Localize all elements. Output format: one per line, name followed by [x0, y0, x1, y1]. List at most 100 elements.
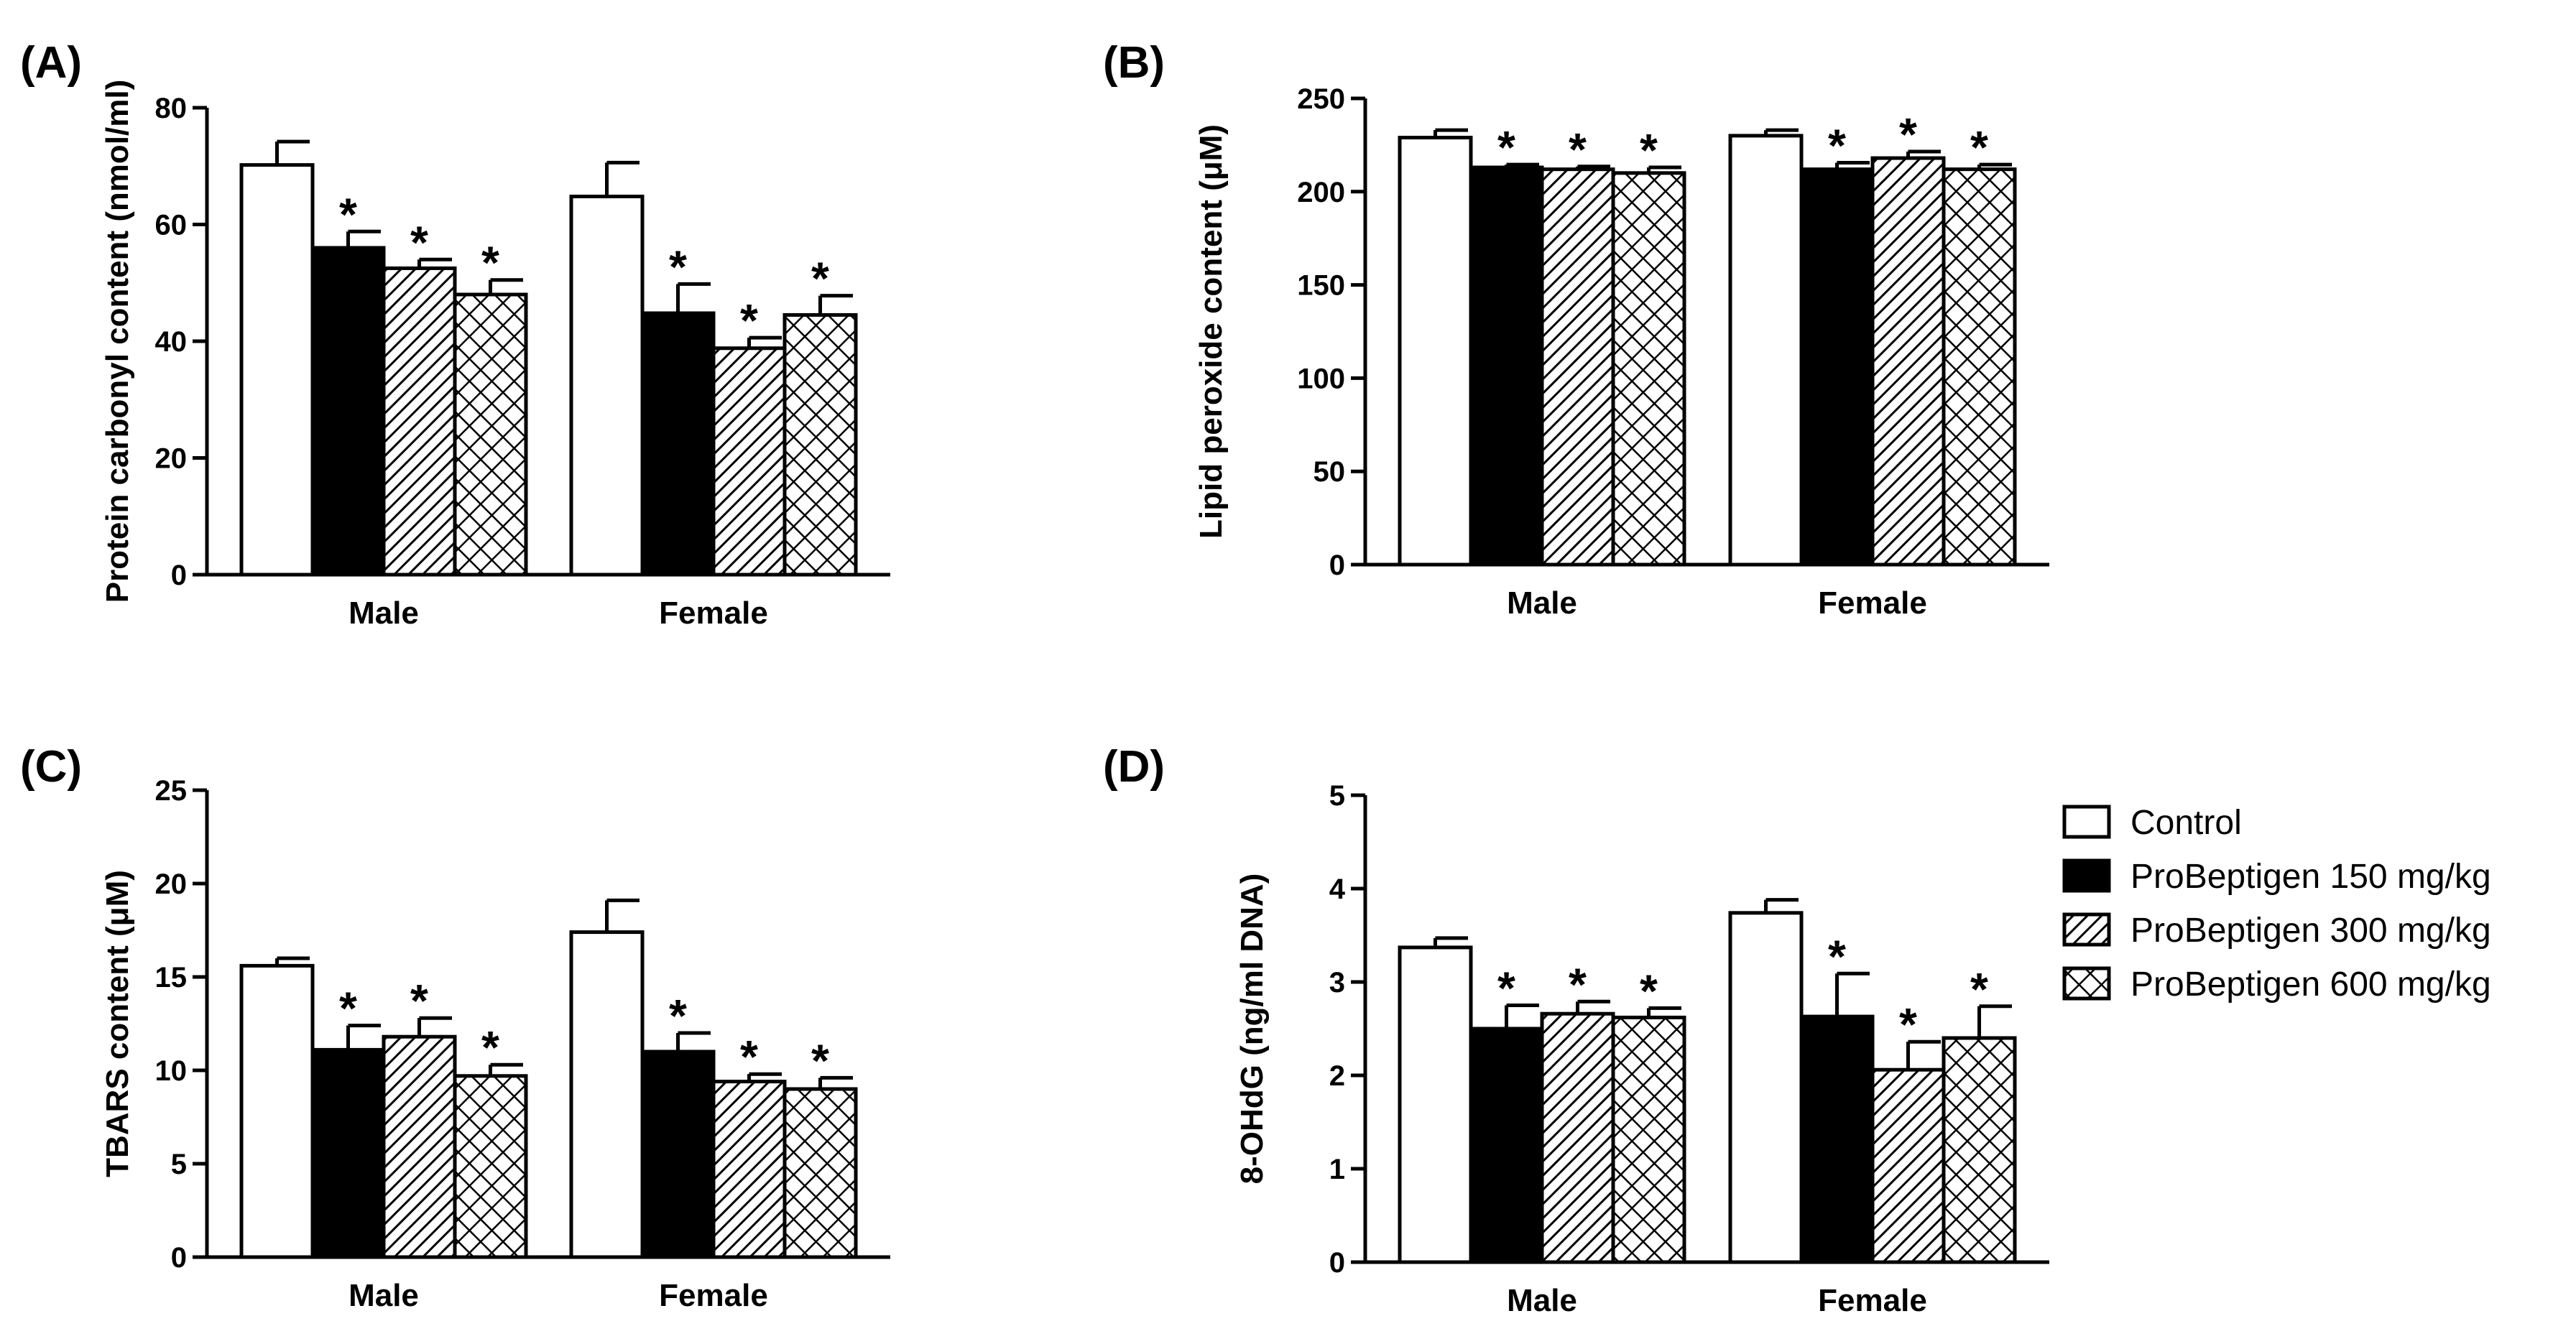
legend-label: ProBeptigen 300 mg/kg	[2130, 912, 2491, 950]
x-category-label: Female	[659, 1278, 768, 1313]
y-tick-label: 100	[1297, 363, 1345, 394]
legend-item: ProBeptigen 300 mg/kg	[2062, 912, 2491, 950]
bar	[382, 1034, 457, 1259]
significance-marker: *	[1970, 121, 1988, 173]
legend-swatch	[2062, 805, 2111, 839]
bar	[1942, 1036, 2017, 1264]
significance-marker: *	[1828, 120, 1846, 172]
significance-marker: *	[669, 241, 687, 292]
legend-swatch	[2062, 966, 2111, 1001]
bar	[1870, 156, 1946, 567]
significance-marker: *	[740, 295, 758, 346]
bar	[711, 346, 787, 577]
bar	[1728, 911, 1804, 1264]
y-tick-label: 25	[155, 775, 188, 807]
legend-item: ProBeptigen 150 mg/kg	[2062, 858, 2491, 896]
y-tick-label: 80	[155, 93, 188, 124]
y-tick-label: 60	[155, 210, 188, 241]
significance-marker: *	[811, 1034, 829, 1086]
y-tick-label: 1	[1329, 1154, 1345, 1185]
significance-marker: *	[1640, 124, 1658, 176]
legend-item: Control	[2062, 804, 2242, 842]
y-axis-label: TBARS content (μM)	[100, 870, 135, 1177]
bar	[1799, 167, 1875, 567]
bar	[1942, 167, 2017, 567]
bar	[1611, 171, 1686, 567]
y-tick-label: 50	[1314, 456, 1346, 488]
bar	[1611, 1015, 1686, 1264]
x-category-label: Female	[1818, 585, 1927, 621]
y-tick-label: 200	[1297, 177, 1345, 208]
significance-marker: *	[410, 216, 428, 268]
bar	[569, 195, 645, 577]
bar	[1469, 1027, 1544, 1264]
chart-panel: (A) Protein carbonyl content (nmol/ml) 0 20…	[20, 38, 890, 631]
y-tick-label: 0	[171, 560, 187, 591]
y-tick-label: 150	[1297, 270, 1345, 302]
significance-marker: *	[1569, 958, 1587, 1010]
y-axis-label: 8-OHdG (ng/ml DNA)	[1234, 874, 1270, 1185]
y-tick-label: 250	[1297, 83, 1345, 115]
significance-marker: *	[1569, 124, 1587, 175]
y-tick-label: 5	[171, 1149, 187, 1180]
significance-marker: *	[1497, 121, 1515, 173]
legend-label: Control	[2130, 804, 2242, 842]
bar	[640, 1050, 716, 1259]
bar	[1540, 1011, 1615, 1264]
x-category-label: Female	[659, 596, 768, 631]
significance-marker: *	[1828, 930, 1846, 982]
bar	[453, 292, 528, 577]
y-tick-label: 5	[1329, 780, 1345, 812]
panel-label: (B)	[1103, 38, 1165, 88]
significance-marker: *	[740, 1031, 758, 1083]
significance-marker: *	[1899, 999, 1917, 1050]
bar	[239, 163, 315, 577]
legend-swatch	[2062, 858, 2111, 893]
bar	[1799, 1014, 1875, 1264]
bar	[1469, 165, 1544, 567]
y-tick-label: 2	[1329, 1060, 1345, 1092]
significance-marker: *	[1899, 108, 1917, 160]
bar	[1540, 167, 1615, 567]
panel-label: (D)	[1103, 742, 1165, 792]
legend: Control ProBeptigen 150 mg/kg ProBeptigen …	[2062, 804, 2491, 1004]
bar	[1398, 945, 1473, 1264]
significance-marker: *	[811, 253, 829, 305]
significance-marker: *	[481, 1021, 499, 1073]
y-tick-label: 20	[155, 443, 188, 475]
y-tick-label: 4	[1329, 874, 1346, 905]
significance-marker: *	[339, 983, 357, 1034]
y-tick-label: 0	[1329, 550, 1345, 581]
significance-marker: *	[410, 975, 428, 1027]
chart-panel: (D) 8-OHdG (ng/ml DNA) 0 1 2 3 4 5 * * * Male * * * Fem…	[1103, 742, 2049, 1318]
bar	[1870, 1067, 1946, 1264]
y-axis-label: Protein carbonyl content (nmol/ml)	[100, 80, 135, 603]
chart-panel: (C) TBARS content (μM) 0 5 10 15 20 25 * * * Male * *…	[20, 742, 890, 1313]
legend-item: ProBeptigen 600 mg/kg	[2062, 965, 2491, 1004]
x-category-label: Male	[348, 596, 419, 631]
x-category-label: Male	[348, 1278, 419, 1313]
bar	[783, 312, 858, 577]
significance-marker: *	[481, 237, 499, 289]
significance-marker: *	[1640, 965, 1658, 1016]
x-category-label: Female	[1818, 1283, 1927, 1318]
bar	[239, 963, 315, 1259]
y-tick-label: 20	[155, 868, 188, 900]
y-tick-label: 15	[155, 962, 188, 993]
significance-marker: *	[1497, 963, 1515, 1014]
bar	[783, 1087, 858, 1259]
bar	[640, 311, 716, 577]
x-category-label: Male	[1507, 585, 1577, 621]
chart-panel: (B) Lipid peroxide content (μM) 0 50 100 150 2…	[1103, 38, 2049, 621]
bar	[382, 266, 457, 577]
significance-marker: *	[669, 990, 687, 1042]
bar	[569, 930, 645, 1259]
legend-label: ProBeptigen 600 mg/kg	[2130, 965, 2491, 1004]
y-tick-label: 0	[171, 1242, 187, 1274]
bar	[310, 1047, 386, 1259]
y-axis-label: Lipid peroxide content (μM)	[1194, 124, 1229, 539]
legend-swatch	[2062, 912, 2111, 947]
y-tick-label: 10	[155, 1055, 188, 1087]
bar	[310, 246, 386, 577]
